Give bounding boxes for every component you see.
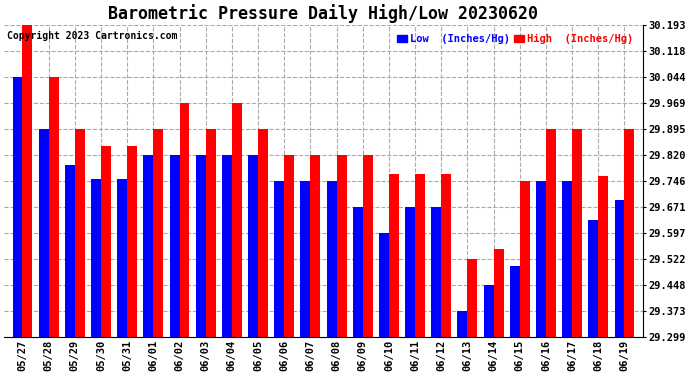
Bar (91, 179, 101, 337)
Bar (310, 155, 320, 337)
Bar (39, 129, 49, 337)
Bar (572, 129, 582, 337)
Bar (546, 129, 556, 337)
Bar (363, 155, 373, 337)
Bar (510, 266, 520, 337)
Bar (536, 181, 546, 337)
Bar (337, 155, 346, 337)
Legend: Low  (Inches/Hg), High  (Inches/Hg): Low (Inches/Hg), High (Inches/Hg) (393, 30, 638, 48)
Bar (598, 176, 608, 337)
Bar (23, 25, 32, 337)
Bar (153, 129, 164, 337)
Bar (274, 181, 284, 337)
Bar (12, 77, 23, 337)
Bar (615, 200, 624, 337)
Bar (196, 155, 206, 337)
Bar (206, 129, 216, 337)
Bar (405, 207, 415, 337)
Bar (467, 259, 477, 337)
Bar (379, 233, 389, 337)
Bar (484, 285, 493, 337)
Bar (258, 129, 268, 337)
Bar (431, 207, 441, 337)
Bar (457, 311, 467, 337)
Bar (170, 155, 179, 337)
Bar (75, 129, 85, 337)
Bar (415, 174, 425, 337)
Bar (144, 155, 153, 337)
Bar (562, 181, 572, 337)
Bar (300, 181, 310, 337)
Bar (589, 220, 598, 337)
Bar (520, 181, 530, 337)
Bar (624, 129, 634, 337)
Bar (65, 165, 75, 337)
Bar (248, 155, 258, 337)
Bar (179, 103, 190, 337)
Bar (389, 174, 399, 337)
Text: Copyright 2023 Cartronics.com: Copyright 2023 Cartronics.com (8, 31, 178, 41)
Title: Barometric Pressure Daily High/Low 20230620: Barometric Pressure Daily High/Low 20230… (108, 4, 538, 23)
Bar (493, 249, 504, 337)
Bar (441, 174, 451, 337)
Bar (117, 179, 127, 337)
Bar (232, 103, 241, 337)
Bar (101, 146, 111, 337)
Bar (353, 207, 363, 337)
Bar (49, 77, 59, 337)
Bar (326, 181, 337, 337)
Bar (127, 146, 137, 337)
Bar (284, 155, 294, 337)
Bar (222, 155, 232, 337)
